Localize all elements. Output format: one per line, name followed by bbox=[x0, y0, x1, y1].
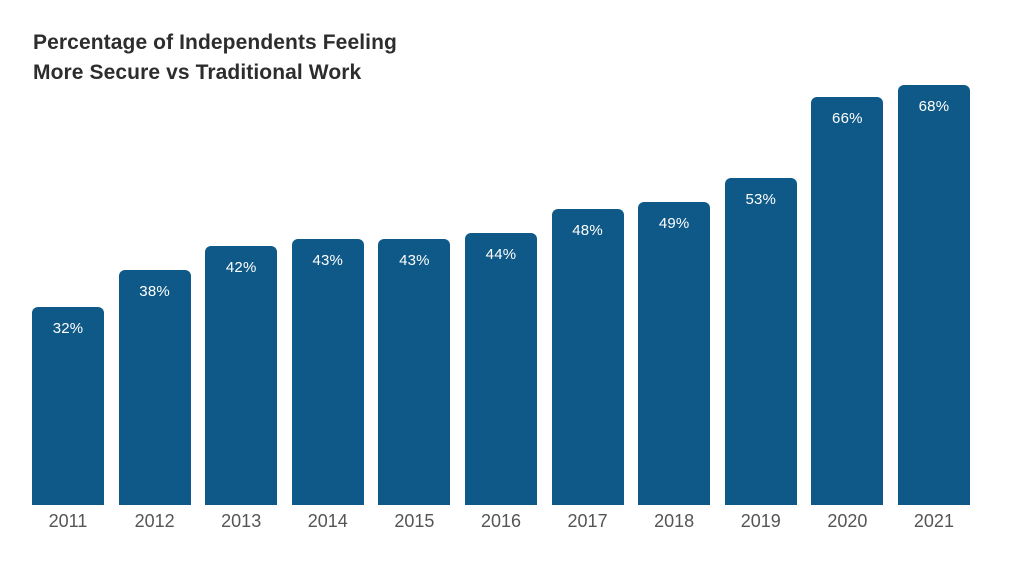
bar-2017: 48% bbox=[551, 209, 624, 505]
bar-value-label: 66% bbox=[832, 110, 863, 127]
x-tick-2020: 2020 bbox=[827, 511, 868, 531]
chart-title-line-2: More Secure vs Traditional Work bbox=[33, 61, 362, 84]
x-tick-2018: 2018 bbox=[654, 511, 695, 531]
x-tick-2013: 2013 bbox=[221, 511, 262, 531]
chart-title: Percentage of Independents Feeling More … bbox=[33, 28, 397, 88]
bar-2014: 43% bbox=[291, 239, 364, 505]
bar-value-label: 48% bbox=[572, 222, 603, 239]
x-tick-2012: 2012 bbox=[134, 511, 175, 531]
bar-value-label: 42% bbox=[225, 259, 257, 276]
bar-2015: 43% bbox=[378, 239, 451, 505]
x-axis-labels: 2011 2012 2013 2014 2015 2016 2017 2018 2019 2020… bbox=[32, 511, 970, 532]
x-tick-2014: 2014 bbox=[307, 511, 348, 531]
bar-2011: 32% bbox=[32, 307, 104, 505]
bar-2018: 49% bbox=[638, 202, 711, 505]
bar-2020: 66% bbox=[811, 97, 884, 505]
bar-value-label: 38% bbox=[139, 283, 170, 300]
bar-value-label: 68% bbox=[918, 98, 950, 115]
bar-value-label: 49% bbox=[658, 215, 690, 232]
x-tick-2021: 2021 bbox=[913, 511, 954, 531]
bar-value-label: 44% bbox=[485, 246, 517, 263]
bar-value-label: 43% bbox=[312, 252, 344, 269]
bar-value-label: 43% bbox=[399, 252, 430, 269]
bar-2013: 42% bbox=[205, 246, 278, 505]
bar-2016: 44% bbox=[464, 233, 537, 505]
x-tick-2017: 2017 bbox=[567, 511, 608, 531]
x-tick-2019: 2019 bbox=[740, 511, 781, 531]
bar-2012: 38% bbox=[118, 270, 191, 505]
bar-value-label: 53% bbox=[745, 191, 777, 208]
bar-2019: 53% bbox=[724, 178, 797, 505]
x-tick-2015: 2015 bbox=[394, 511, 435, 531]
bar-plot-area: 32% 38% 42% 43% 43% 44% 48% 49% 53% 66% 68% bbox=[32, 85, 970, 505]
bar-2021: 68% bbox=[897, 85, 970, 505]
x-tick-2016: 2016 bbox=[480, 511, 521, 531]
bar-value-label: 32% bbox=[52, 320, 84, 337]
chart-title-line-1: Percentage of Independents Feeling bbox=[33, 31, 397, 54]
x-tick-2011: 2011 bbox=[48, 511, 88, 531]
